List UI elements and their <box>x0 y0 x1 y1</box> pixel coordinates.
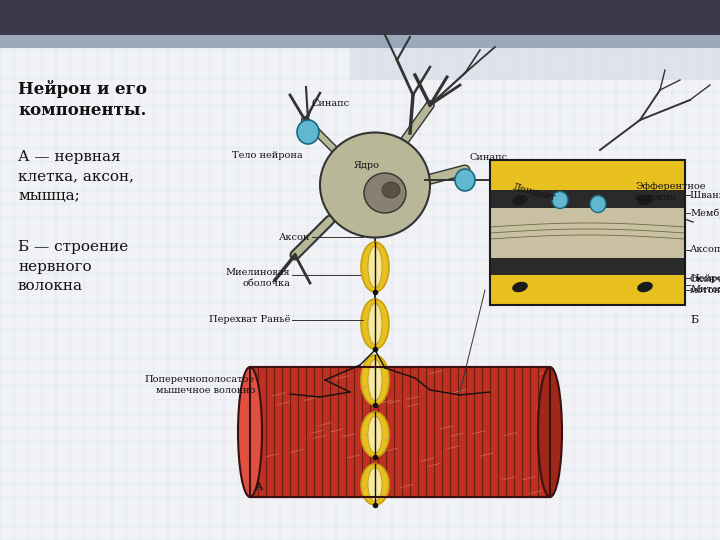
Text: Нейрон и его
компоненты.: Нейрон и его компоненты. <box>18 80 147 119</box>
Text: Синапс: Синапс <box>311 99 349 109</box>
Text: Окончание
мотонейрона: Окончание мотонейрона <box>690 275 720 295</box>
Ellipse shape <box>538 367 562 497</box>
Ellipse shape <box>361 464 389 505</box>
Bar <box>350 48 720 80</box>
Bar <box>250 367 550 497</box>
Text: Тело нейрона: Тело нейрона <box>233 151 303 159</box>
Ellipse shape <box>361 412 389 457</box>
Bar <box>490 190 685 208</box>
Bar <box>490 275 685 305</box>
Bar <box>0 0 720 35</box>
Text: Нейрофибриллы: Нейрофибриллы <box>690 273 720 283</box>
Text: Митохондрии: Митохондрии <box>690 286 720 294</box>
Text: А: А <box>255 482 264 492</box>
Text: Б: Б <box>690 315 698 325</box>
Text: Шванновская клетка: Шванновская клетка <box>690 191 720 199</box>
Ellipse shape <box>364 173 406 213</box>
Ellipse shape <box>368 360 382 401</box>
Ellipse shape <box>368 246 382 287</box>
Text: Перехват Раньё: Перехват Раньё <box>209 315 290 325</box>
Ellipse shape <box>590 195 606 213</box>
Text: А — нервная
клетка, аксон,
мышца;: А — нервная клетка, аксон, мышца; <box>18 150 134 203</box>
Ellipse shape <box>361 299 389 349</box>
Text: Миелиновая
оболочка: Миелиновая оболочка <box>225 268 290 288</box>
Bar <box>490 160 685 305</box>
Ellipse shape <box>361 355 389 405</box>
Bar <box>490 258 685 275</box>
Ellipse shape <box>552 192 568 208</box>
Ellipse shape <box>368 416 382 453</box>
Text: Поперечнополосатое
мышечное волокно: Поперечнополосатое мышечное волокно <box>145 375 255 395</box>
Text: Синапс: Синапс <box>470 153 508 163</box>
Ellipse shape <box>637 195 653 205</box>
Ellipse shape <box>320 132 430 238</box>
Ellipse shape <box>297 120 319 144</box>
Ellipse shape <box>637 282 653 292</box>
Text: Ядро: Ядро <box>354 160 380 170</box>
Text: Б — строение
нервного
волокна: Б — строение нервного волокна <box>18 240 128 293</box>
Ellipse shape <box>512 282 528 292</box>
Ellipse shape <box>368 468 382 501</box>
Text: Эфферентное
волокно: Эфферентное волокно <box>635 183 706 202</box>
Ellipse shape <box>361 242 389 292</box>
Bar <box>0 35 720 48</box>
Ellipse shape <box>238 367 262 497</box>
Text: Мембрана: Мембрана <box>690 208 720 218</box>
Text: Дендрит: Дендрит <box>512 182 557 202</box>
Bar <box>490 208 685 258</box>
Ellipse shape <box>512 195 528 205</box>
Ellipse shape <box>455 169 475 191</box>
Text: Аксон: Аксон <box>279 233 310 241</box>
Bar <box>490 160 685 190</box>
Bar <box>250 367 550 497</box>
Ellipse shape <box>382 182 400 198</box>
Ellipse shape <box>368 303 382 345</box>
Text: Аксоплазма: Аксоплазма <box>690 246 720 254</box>
